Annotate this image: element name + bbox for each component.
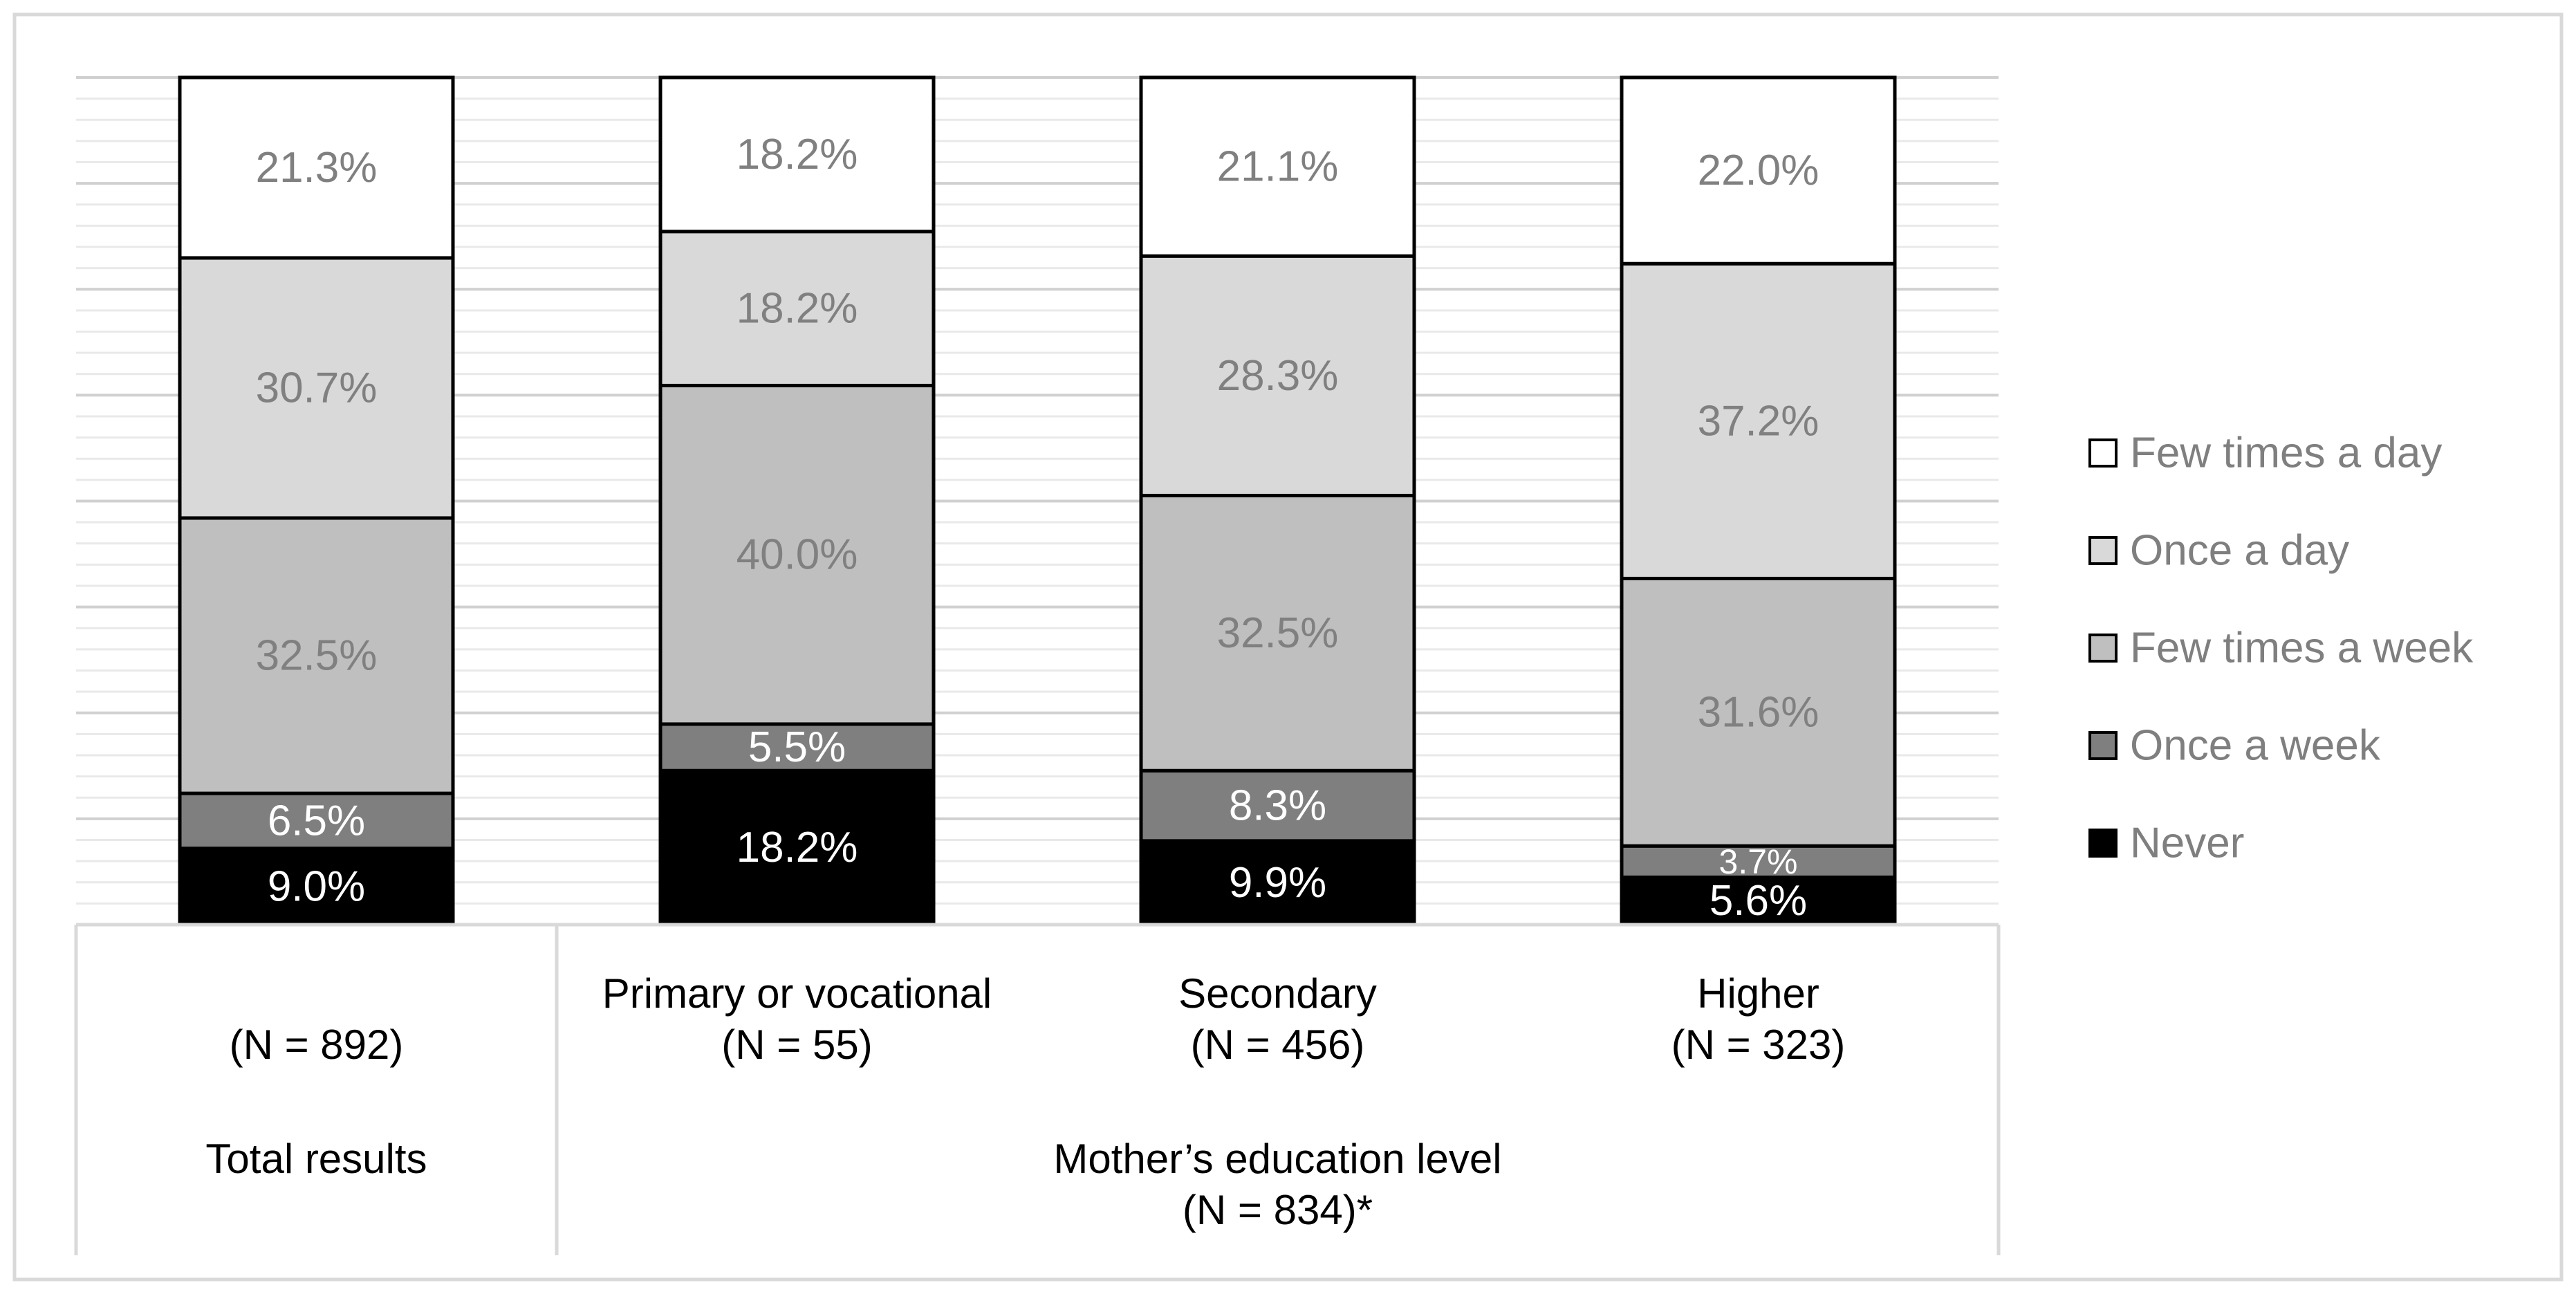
bar-segment-once-a-week (178, 791, 455, 851)
data-label: 5.6% (1709, 877, 1807, 925)
category-label-line: (N = 892) (230, 1022, 404, 1068)
category-label: (N = 892) (230, 1022, 404, 1068)
bar-segment-never (658, 768, 936, 927)
data-label: 32.5% (1217, 609, 1339, 657)
category-label: Secondary (N = 456) (1178, 970, 1377, 1068)
data-label: 21.3% (256, 144, 378, 192)
group-label-line: Mother’s education level (1053, 1136, 1501, 1182)
category-label-line: Higher (1697, 970, 1819, 1017)
legend-swatch-never (2088, 829, 2118, 858)
data-label: 21.1% (1217, 143, 1339, 191)
data-label: 18.2% (736, 824, 858, 871)
data-label: 32.5% (256, 632, 378, 680)
bar-segment-once-a-week (1139, 768, 1416, 843)
data-label: 31.6% (1698, 688, 1819, 736)
data-label: 22.0% (1698, 147, 1819, 194)
category-label-line: Primary or vocational (602, 970, 992, 1017)
legend-swatch-few-times-a-week (2088, 634, 2118, 663)
category-label-line: (N = 456) (1191, 1022, 1365, 1068)
legend-swatch-once-a-day (2088, 536, 2118, 565)
bar-segment-once-a-week (658, 722, 936, 773)
group-label: Total results (205, 1136, 427, 1182)
bar-segment-never (178, 847, 455, 927)
group-label-line: (N = 834)* (1183, 1187, 1373, 1233)
data-label: 18.2% (736, 131, 858, 178)
data-label: 30.7% (256, 364, 378, 412)
bar-segment-few-times-a-day (1620, 75, 1897, 266)
category-axis: (N = 892) Primary or vocational (N = 55) Se… (74, 923, 2001, 1255)
legend-swatch-few-times-a-day (2088, 438, 2118, 468)
data-label: 9.0% (268, 862, 365, 910)
bar-segment-few-times-a-week (1139, 494, 1416, 773)
legend-swatch-once-a-week (2088, 731, 2118, 760)
bar-segment-few-times-a-day (178, 75, 455, 260)
data-label: 3.7% (1719, 842, 1798, 881)
bar-segment-once-a-day (1139, 254, 1416, 498)
group-label-line: Total results (205, 1136, 427, 1182)
legend-label-once-a-day: Once a day (2130, 527, 2349, 575)
category-label: Higher (N = 323) (1671, 970, 1846, 1068)
category-label-line: (N = 323) (1671, 1022, 1846, 1068)
legend-label-few-times-a-day: Few times a day (2130, 429, 2442, 477)
legend-label-few-times-a-week: Few times a week (2130, 625, 2474, 672)
legend-label-never: Never (2130, 820, 2244, 867)
data-label: 28.3% (1217, 352, 1339, 400)
group-label: Mother’s education level (N = 834)* (1053, 1136, 1501, 1233)
legend: Few times a day Once a day Few times a wee… (2088, 429, 2474, 867)
bar-segment-few-times-a-day (1139, 75, 1416, 258)
data-label: 6.5% (268, 797, 365, 844)
category-label: Primary or vocational (N = 55) (602, 970, 992, 1068)
bar-segment-never (1620, 875, 1897, 927)
bar-segment-few-times-a-week (658, 383, 936, 726)
bar-segment-few-times-a-week (178, 516, 455, 795)
category-label-line: Secondary (1178, 970, 1377, 1017)
category-label-line: (N = 55) (721, 1022, 872, 1068)
data-label: 9.9% (1229, 859, 1326, 907)
bars: 9.0% 6.5% 32.5% 30.7% 21.3% 18.2% 5.5% 40.0% 18.… (178, 75, 1897, 927)
data-label: 37.2% (1698, 397, 1819, 445)
data-label: 18.2% (736, 285, 858, 333)
bar-segment-few-times-a-day (658, 75, 936, 234)
data-label: 40.0% (736, 531, 858, 579)
bar-segment-once-a-week (1620, 844, 1897, 879)
legend-label-once-a-week: Once a week (2130, 722, 2381, 770)
bar-segment-once-a-day (1620, 261, 1897, 580)
bar-segment-once-a-day (658, 230, 936, 387)
data-label: 8.3% (1229, 782, 1326, 830)
data-label: 5.5% (748, 723, 846, 771)
bar-segment-few-times-a-week (1620, 576, 1897, 848)
